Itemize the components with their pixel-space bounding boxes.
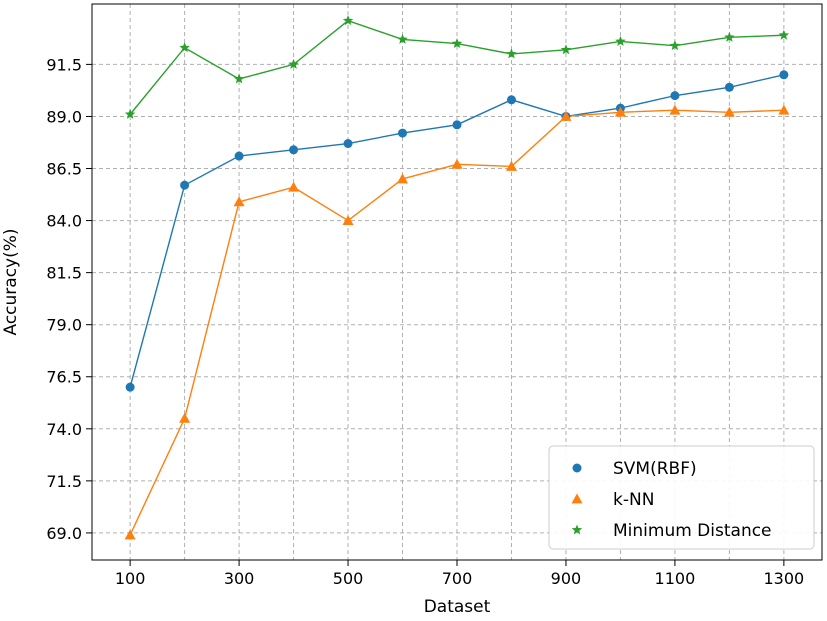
y-tick-label: 76.5: [46, 368, 82, 387]
legend: SVM(RBF) k-NN Minimum Distance: [548, 445, 815, 550]
x-axis-label: Dataset: [424, 597, 491, 617]
y-tick-label: 74.0: [46, 420, 82, 439]
legend-marker: [572, 463, 582, 473]
data-point-series-1: [723, 106, 735, 117]
data-point-series-1: [669, 104, 681, 115]
data-point-series-2: [506, 48, 517, 59]
data-point-series-2: [669, 40, 681, 51]
data-point-series-0: [398, 128, 408, 138]
x-axis-ticks: 100 300 500 700 900 1100 1300: [115, 560, 804, 588]
data-point-series-0: [343, 139, 353, 149]
data-point-series-0: [180, 180, 190, 190]
data-point-series-1: [560, 110, 572, 121]
legend-label: Minimum Distance: [613, 521, 772, 541]
data-point-series-1: [233, 196, 245, 207]
y-tick-label: 84.0: [46, 212, 82, 231]
data-point-series-2: [724, 31, 735, 42]
data-point-series-1: [124, 529, 136, 540]
data-point-series-2: [342, 15, 354, 26]
y-tick-label: 81.5: [46, 264, 82, 283]
data-point-series-2: [179, 42, 190, 53]
x-tick-label: 100: [115, 569, 146, 588]
data-point-series-2: [288, 58, 299, 69]
data-point-series-1: [451, 158, 463, 169]
data-point-series-0: [452, 120, 462, 130]
x-tick-label: 1300: [764, 569, 805, 588]
y-axis-ticks: 69.0 71.5 74.0 76.5 79.0 81.5 84.0 86.5 89.0 91.5: [46, 55, 92, 543]
data-point-series-2: [233, 73, 245, 84]
y-axis-label: Accuracy(%): [1, 228, 21, 335]
data-point-series-0: [724, 82, 734, 92]
data-point-series-1: [778, 104, 790, 115]
data-point-series-1: [614, 106, 626, 117]
legend-marker: [571, 493, 583, 504]
data-point-series-2: [778, 29, 790, 40]
y-tick-label: 91.5: [46, 55, 82, 74]
data-point-series-1: [342, 215, 354, 225]
y-tick-label: 86.5: [46, 160, 82, 179]
x-tick-label: 1100: [655, 569, 696, 588]
legend-marker: [571, 524, 583, 535]
y-tick-label: 71.5: [46, 472, 82, 491]
x-tick-label: 500: [333, 569, 364, 588]
data-point-series-0: [289, 145, 299, 155]
data-point-series-1: [397, 173, 409, 184]
y-tick-label: 89.0: [46, 107, 82, 126]
data-point-series-2: [451, 38, 463, 49]
data-point-series-1: [288, 181, 300, 192]
x-tick-label: 900: [551, 569, 582, 588]
legend-label: SVM(RBF): [613, 459, 697, 479]
data-point-series-0: [779, 70, 789, 80]
data-point-series-0: [670, 91, 680, 101]
series-markers: [124, 15, 790, 540]
y-tick-label: 69.0: [46, 524, 82, 543]
data-point-series-1: [179, 412, 191, 423]
x-tick-label: 300: [224, 569, 255, 588]
data-point-series-2: [560, 44, 572, 55]
data-point-series-2: [397, 33, 408, 44]
data-point-series-0: [234, 151, 244, 161]
data-point-series-0: [506, 95, 516, 105]
x-tick-label: 700: [442, 569, 473, 588]
y-tick-label: 79.0: [46, 316, 82, 335]
legend-label: k-NN: [613, 490, 654, 510]
legend-box: [548, 445, 815, 550]
data-point-series-1: [505, 160, 517, 171]
data-point-series-2: [615, 35, 626, 46]
data-point-series-2: [124, 108, 136, 119]
data-point-series-0: [125, 382, 135, 392]
